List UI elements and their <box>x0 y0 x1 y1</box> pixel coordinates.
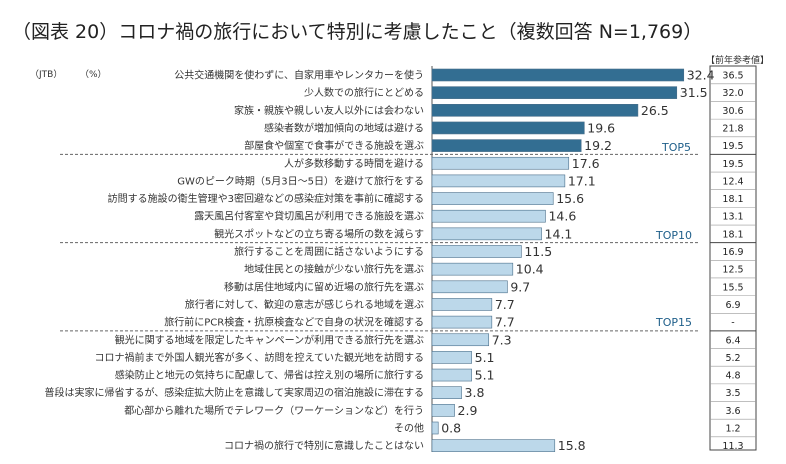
top15-label: TOP15 <box>655 316 692 329</box>
previous-year-value: 6.4 <box>725 335 740 346</box>
value-label: 31.5 <box>680 85 708 100</box>
value-label: 14.6 <box>548 209 576 224</box>
value-label: 7.3 <box>492 332 512 347</box>
bar <box>431 404 455 417</box>
value-label: 2.9 <box>458 403 478 418</box>
bar <box>431 439 556 452</box>
previous-year-value: 15.5 <box>722 282 743 293</box>
previous-year-value: 11.3 <box>722 441 743 452</box>
previous-year-value: 18.1 <box>722 194 743 205</box>
value-label: 26.5 <box>641 103 669 118</box>
category-label: 旅行者に対して、歓迎の意志が感じられる地域を選ぶ <box>185 298 424 311</box>
bar <box>431 368 472 382</box>
value-label: 19.6 <box>587 120 615 135</box>
category-label: 露天風呂付客室や貸切風呂が利用できる施設を選ぶ <box>194 210 424 223</box>
bar <box>431 192 554 205</box>
value-label: 5.1 <box>475 368 495 383</box>
previous-year-value: 3.6 <box>725 406 740 417</box>
top10-label: TOP10 <box>655 229 692 242</box>
category-label: 移動は居住地域内に留め近場の旅行先を選ぶ <box>224 280 424 293</box>
bar <box>431 386 462 400</box>
previous-year-value: 18.1 <box>722 229 743 240</box>
value-label: 17.1 <box>568 173 596 188</box>
source-label: （JTB） <box>30 69 62 80</box>
previous-year-value: 12.5 <box>722 265 743 276</box>
previous-year-value: 13.1 <box>722 212 743 223</box>
value-label: 19.2 <box>584 138 612 153</box>
category-label: 都心部から離れた場所でテレワーク（ワーケーションなど）を行う <box>124 404 424 417</box>
category-label: GWのピーク時期（5月3日～5日）を避けて旅行をする <box>177 174 424 187</box>
bar <box>431 174 566 188</box>
value-label: 0.8 <box>441 421 461 436</box>
previous-year-value: - <box>731 318 734 329</box>
bar <box>431 139 582 152</box>
category-label: 普段は実家に帰省するが、感染症拡大防止を意識して実家周辺の宿泊施設に滞在する <box>45 386 425 399</box>
bar <box>431 104 639 117</box>
category-label: コロナ禍前まで外国人観光客が多く、訪問を控えていた観光地を訪問する <box>95 351 425 364</box>
previous-year-value: 5.2 <box>725 353 740 364</box>
previous-year-value: 16.9 <box>722 247 743 258</box>
previous-year-value: 1.2 <box>725 424 740 435</box>
bar <box>431 280 508 294</box>
chart-title: （図表 20）コロナ禍の旅行において特別に考慮したこと（複数回答 N=1,769… <box>12 21 702 43</box>
previous-year-header: 【前年参考値】 <box>706 54 769 66</box>
category-label: 地域住民との接触が少ない旅行先を選ぶ <box>244 263 424 276</box>
category-label: 部屋食や個室で食事ができる施設を選ぶ <box>244 139 424 152</box>
previous-year-value: 19.5 <box>722 159 743 170</box>
bar <box>431 421 439 435</box>
value-label: 11.5 <box>524 244 552 259</box>
previous-year-value: 12.4 <box>722 176 743 187</box>
category-label: 公共交通機関を使わずに、自家用車やレンタカーを使う <box>174 69 424 82</box>
previous-year-value: 21.8 <box>722 123 743 134</box>
bar <box>431 298 493 311</box>
value-label: 17.6 <box>572 156 600 171</box>
previous-year-value: 3.5 <box>725 388 740 399</box>
bar <box>431 245 522 258</box>
category-label: 観光スポットなどの立ち寄る場所の数を減らす <box>214 227 424 240</box>
previous-year-value: 4.8 <box>725 371 740 382</box>
category-label: 人が多数移動する時間を避ける <box>284 157 424 170</box>
previous-year-value: 36.5 <box>722 71 743 82</box>
bar <box>431 227 542 241</box>
value-label: 7.7 <box>495 297 515 312</box>
value-label: 9.7 <box>510 279 530 294</box>
previous-year-value: 6.9 <box>725 300 740 311</box>
value-label: 7.7 <box>495 315 515 330</box>
chart-rows: 公共交通機関を使わずに、自家用車やレンタカーを使う 32.4 36.5 少人数での旅行… <box>45 68 756 453</box>
bar <box>431 209 546 223</box>
previous-year-box <box>709 65 757 451</box>
previous-year-value: 32.0 <box>722 88 743 99</box>
category-label: その他 <box>394 422 424 435</box>
previous-year-value: 19.5 <box>722 141 743 152</box>
bar <box>431 351 472 364</box>
previous-year-value: 30.6 <box>722 106 743 117</box>
bar <box>431 333 490 347</box>
value-label: 3.8 <box>465 385 485 400</box>
category-label: 少人数での旅行にとどめる <box>304 86 424 99</box>
value-label: 15.8 <box>558 438 586 453</box>
value-label: 15.6 <box>556 191 584 206</box>
bar <box>431 121 585 135</box>
bar <box>431 68 685 82</box>
category-label: コロナ禍の旅行で特別に意識したことはない <box>224 439 424 452</box>
value-label: 32.4 <box>687 68 715 83</box>
top5-label: TOP5 <box>661 141 691 154</box>
bar <box>431 262 514 276</box>
category-label: 訪問する施設の衛生管理や3密回避などの感染症対策を事前に確認する <box>108 192 424 205</box>
category-label: 旅行することを周囲に話さないようにする <box>234 245 424 258</box>
category-label: 観光に関する地域を限定したキャンペーンが利用できる旅行先を選ぶ <box>115 333 424 346</box>
category-label: 家族・親族や親しい友人以外には会わない <box>234 104 424 117</box>
category-label: 感染防止と地元の気持ちに配慮して、帰省は控え別の場所に旅行する <box>115 369 424 382</box>
category-label: 旅行前にPCR検査・抗原検査などで自身の状況を確認する <box>164 316 424 329</box>
bar <box>431 156 570 170</box>
unit-label: （%） <box>80 69 107 80</box>
value-label: 5.1 <box>475 350 495 365</box>
category-label: 感染者数が増加傾向の地域は避ける <box>264 121 424 134</box>
value-label: 10.4 <box>516 262 544 277</box>
bar <box>431 86 678 99</box>
bar <box>431 315 493 329</box>
value-label: 14.1 <box>545 226 573 241</box>
